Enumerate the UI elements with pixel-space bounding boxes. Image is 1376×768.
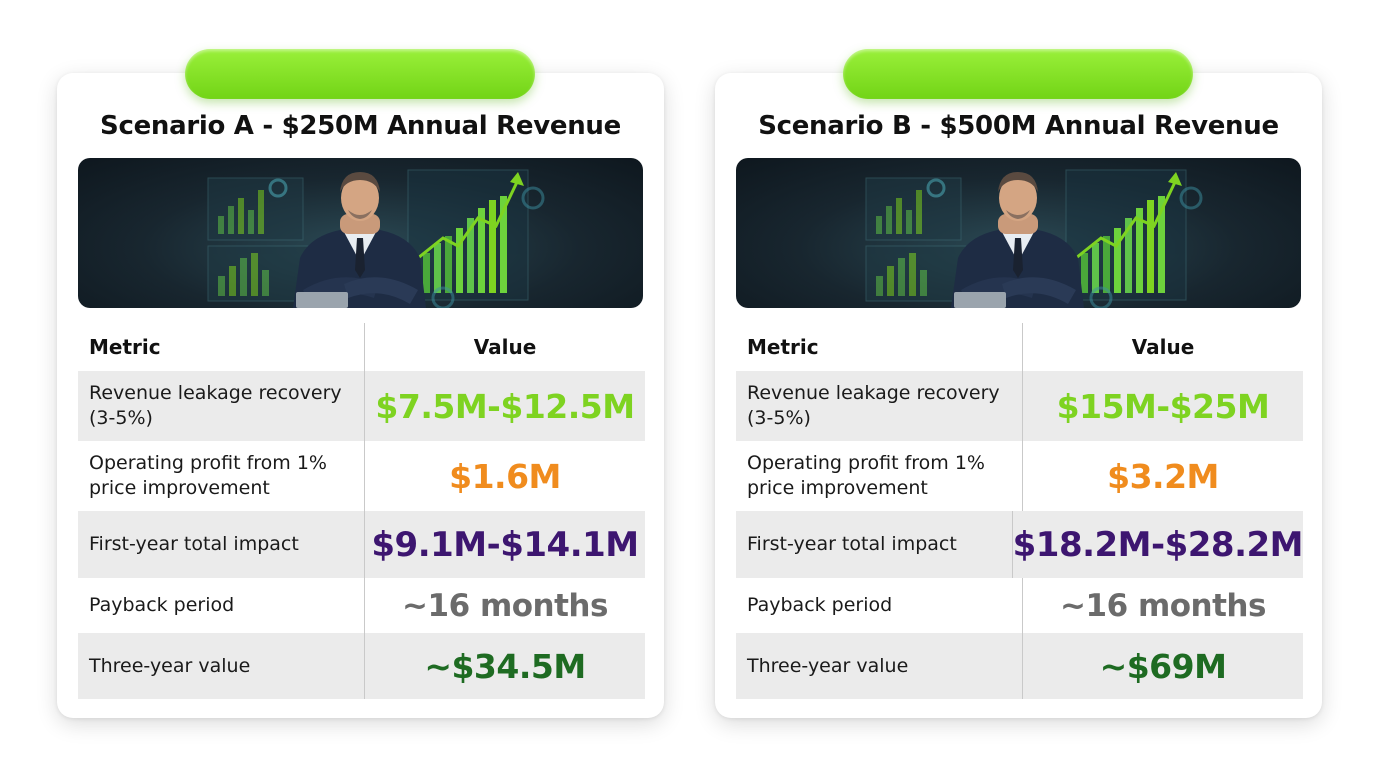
table-row: Three-year value ~$69M [736, 633, 1303, 699]
metric-value: $3.2M [1107, 456, 1219, 496]
table-row: Operating profit from 1% price improveme… [736, 441, 1303, 511]
metric-column-header: Metric [736, 323, 1023, 371]
scenario-b-table: Metric Value Revenue leakage recovery (3… [736, 323, 1304, 699]
metric-label: Payback period [78, 578, 365, 633]
metric-label: Three-year value [78, 633, 365, 699]
metric-value: $1.6M [449, 456, 561, 496]
metric-value: ~$34.5M [424, 646, 586, 686]
metric-label: Operating profit from 1% price improveme… [736, 441, 1023, 511]
table-row: First-year total impact $18.2M-$28.2M [736, 511, 1304, 578]
metric-value: $15M-$25M [1056, 386, 1270, 426]
table-row: Payback period ~16 months [736, 578, 1303, 633]
scenario-a-table: Metric Value Revenue leakage recovery (3… [78, 323, 645, 699]
metric-value: $9.1M-$14.1M [371, 524, 639, 565]
metric-label: Operating profit from 1% price improveme… [78, 441, 365, 511]
metric-value: ~16 months [402, 587, 608, 624]
table-row: Operating profit from 1% price improveme… [78, 441, 645, 511]
scenario-b-header-pill [843, 49, 1193, 99]
metric-value: $18.2M-$28.2M [1012, 524, 1304, 565]
hero-illustration [865, 169, 1203, 308]
value-column-header: Value [1131, 335, 1195, 359]
scenario-a-header-pill [185, 49, 535, 99]
table-header-row: Metric Value [736, 323, 1303, 371]
scenario-b-title: Scenario B - $500M Annual Revenue [758, 111, 1279, 141]
metric-value: ~16 months [1060, 587, 1266, 624]
table-header-row: Metric Value [78, 323, 645, 371]
table-row: Revenue leakage recovery (3-5%) $15M-$25… [736, 371, 1303, 441]
table-row: Revenue leakage recovery (3-5%) $7.5M-$1… [78, 371, 645, 441]
metric-label: First-year total impact [78, 511, 365, 578]
metric-value: ~$69M [1099, 646, 1227, 686]
metric-label: Revenue leakage recovery (3-5%) [736, 371, 1023, 441]
metric-label: Three-year value [736, 633, 1023, 699]
table-row: Payback period ~16 months [78, 578, 645, 633]
value-column-header: Value [473, 335, 537, 359]
metric-label: Revenue leakage recovery (3-5%) [78, 371, 365, 441]
businessman-with-growth-charts-image [78, 158, 643, 308]
metric-value: $7.5M-$12.5M [375, 386, 635, 426]
scenario-b-card: Scenario B - $500M Annual Revenue [715, 49, 1322, 718]
scenario-a-card: Scenario A - $250M Annual Revenue [57, 49, 664, 718]
businessman-with-growth-charts-image [736, 158, 1301, 308]
metric-label: First-year total impact [736, 511, 1013, 578]
table-row: First-year total impact $9.1M-$14.1M [78, 511, 645, 578]
table-row: Three-year value ~$34.5M [78, 633, 645, 699]
metric-label: Payback period [736, 578, 1023, 633]
scenario-a-title: Scenario A - $250M Annual Revenue [100, 111, 621, 141]
metric-column-header: Metric [78, 323, 365, 371]
hero-illustration [207, 169, 545, 308]
